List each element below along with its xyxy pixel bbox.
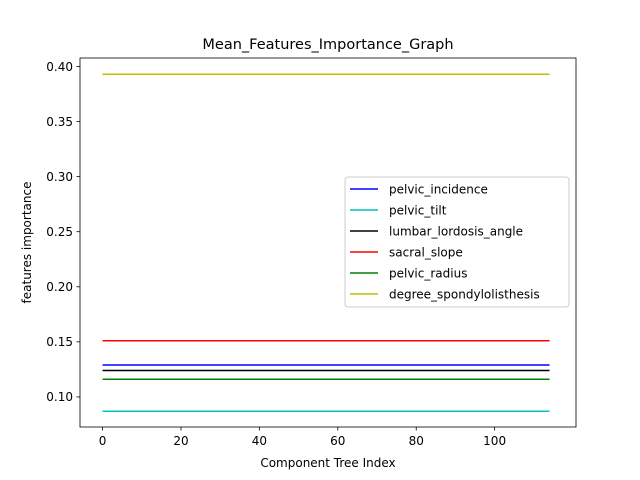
x-tick-label: 0 (99, 434, 107, 448)
chart-title: Mean_Features_Importance_Graph (202, 37, 453, 53)
legend-entries: pelvic_incidence pelvic_tilt lumbar_lordos… (350, 182, 540, 301)
y-tick-label: 0.15 (46, 335, 73, 349)
series-layer (102, 73, 550, 412)
x-axis: 0 20 40 60 80 100 (99, 427, 506, 448)
x-tick-label: 40 (252, 434, 267, 448)
legend-label: lumbar_lordosis_angle (389, 224, 523, 238)
y-tick-label: 0.40 (46, 60, 73, 74)
legend-label: pelvic_incidence (389, 182, 488, 196)
x-tick-label: 80 (409, 434, 424, 448)
legend-label: sacral_slope (389, 245, 463, 259)
y-axis-label: features importance (20, 182, 34, 304)
y-tick-label: 0.20 (46, 280, 73, 294)
y-tick-label: 0.35 (46, 115, 73, 129)
y-tick-label: 0.30 (46, 170, 73, 184)
legend-frame (344, 176, 570, 308)
x-tick-label: 20 (173, 434, 188, 448)
legend-label: pelvic_tilt (389, 203, 447, 217)
legend: pelvic_incidence pelvic_tilt lumbar_lordos… (344, 176, 570, 308)
legend-label: degree_spondylolisthesis (389, 287, 540, 301)
y-axis: 0.10 0.15 0.20 0.25 0.30 0.35 0.40 (46, 60, 80, 404)
y-tick-label: 0.25 (46, 225, 73, 239)
y-tick-label: 0.10 (46, 390, 73, 404)
legend-label: pelvic_radius (389, 266, 467, 280)
x-tick-label: 100 (483, 434, 506, 448)
x-axis-label: Component Tree Index (260, 456, 395, 470)
x-tick-label: 60 (330, 434, 345, 448)
